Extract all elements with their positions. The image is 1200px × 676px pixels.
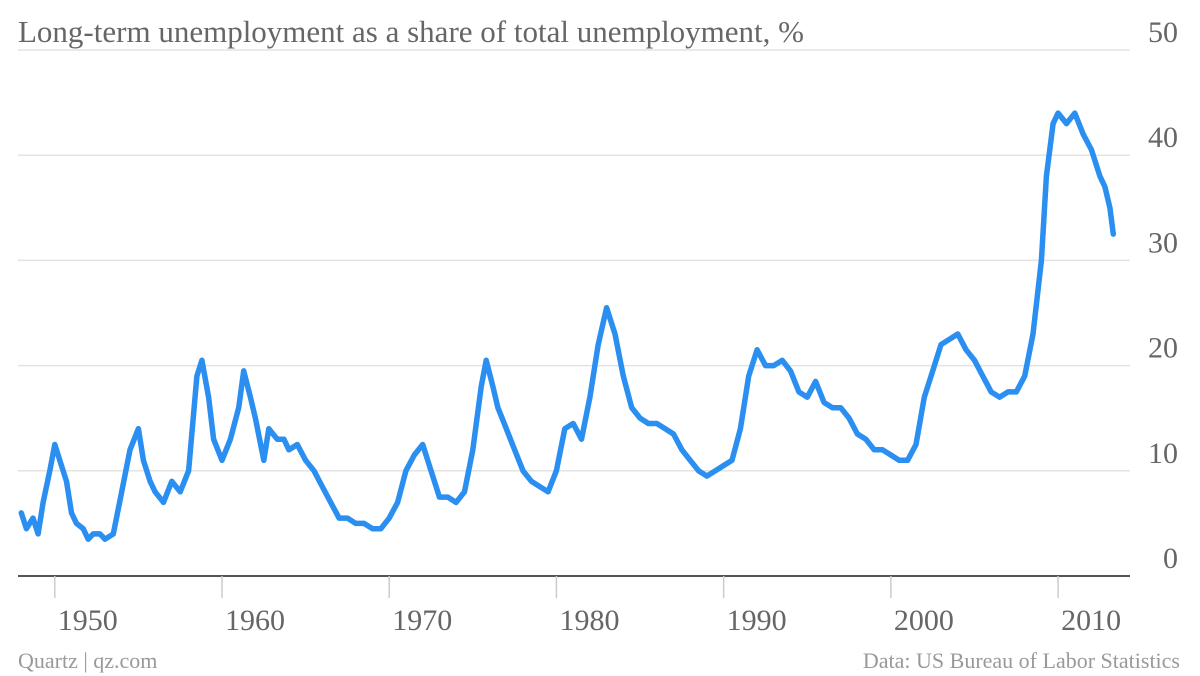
x-tick-label: 1990 xyxy=(727,604,787,637)
x-tick-label: 1950 xyxy=(58,604,118,637)
source: Data: US Bureau of Labor Statistics xyxy=(863,648,1180,673)
x-tick-label: 1970 xyxy=(392,604,452,637)
y-tick-label: 0 xyxy=(1163,542,1178,575)
y-tick-label: 40 xyxy=(1148,121,1178,154)
x-tick-label: 1980 xyxy=(559,604,619,637)
x-tick-label: 1960 xyxy=(225,604,285,637)
chart-title: Long-term unemployment as a share of tot… xyxy=(18,14,804,49)
y-tick-label: 50 xyxy=(1148,16,1178,49)
x-tick-label: 2010 xyxy=(1061,604,1121,637)
credit: Quartz | qz.com xyxy=(18,648,157,673)
y-tick-label: 10 xyxy=(1148,437,1178,470)
y-tick-label: 20 xyxy=(1148,332,1178,365)
y-tick-label: 30 xyxy=(1148,226,1178,259)
x-tick-label: 2000 xyxy=(894,604,954,637)
data-line xyxy=(18,110,1117,542)
